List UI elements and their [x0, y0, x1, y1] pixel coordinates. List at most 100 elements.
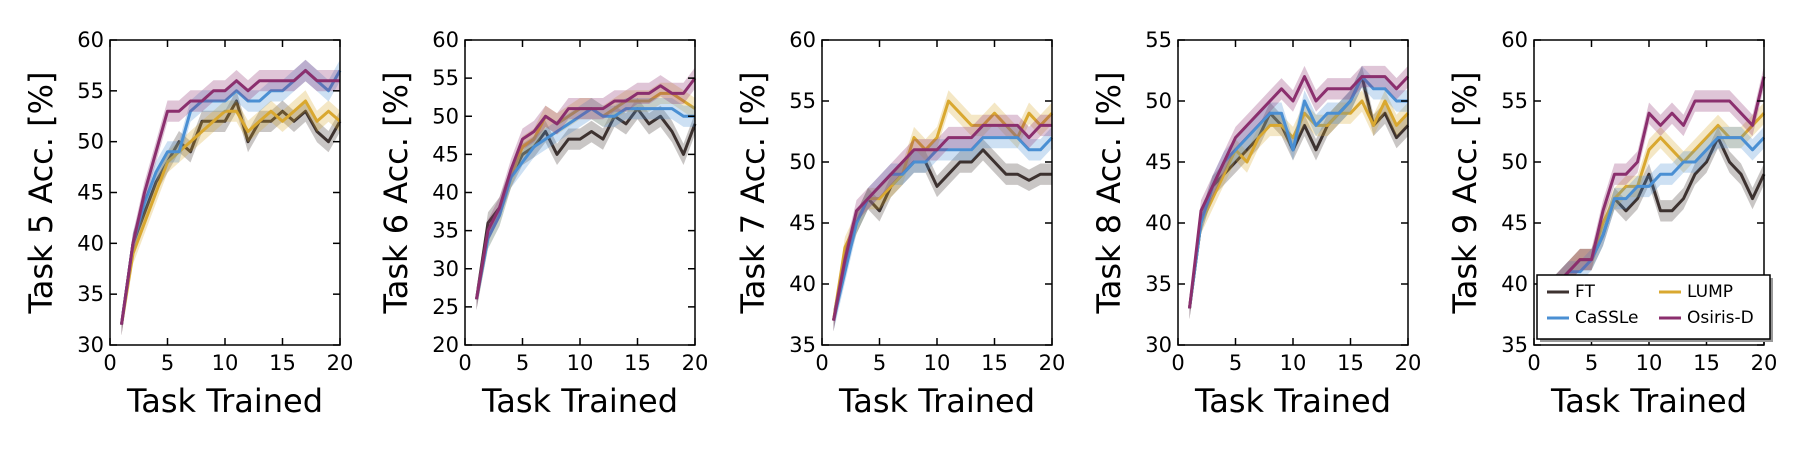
line-osiris-d: [832, 123, 1052, 321]
x-tick-label: 0: [103, 351, 116, 375]
chart-panel-3: 0 5 10 15 20 35 40 45 50 55 60 Task Trained Task 7 A…: [734, 28, 1065, 420]
y-tick-label: 55: [1501, 89, 1528, 113]
x-tick-label: 5: [161, 351, 174, 375]
x-tick-label: 15: [624, 351, 651, 375]
y-tick-label: 50: [77, 130, 104, 154]
legend-label-lump: LUMP: [1687, 282, 1733, 302]
series-cassle: [832, 126, 1054, 332]
band-osiris-d: [1189, 65, 1408, 320]
band-lump: [121, 90, 340, 336]
x-axis-title: Task Trained: [838, 382, 1035, 420]
y-tick-label: 50: [789, 150, 816, 174]
legend-label-cassle: CaSSLe: [1575, 308, 1639, 328]
x-axis-title: Task Trained: [126, 382, 323, 420]
y-axis-title: Task 7 Acc. [%]: [734, 72, 772, 315]
y-tick-label: 55: [1145, 28, 1172, 52]
chart-panel-4: 0 5 10 15 20 30 35 40 45 50 55 Task Trained Task 8 A…: [1090, 28, 1421, 420]
y-tick-label: 40: [789, 272, 816, 296]
band-cassle: [121, 59, 340, 336]
y-tick-label: 35: [789, 333, 816, 357]
y-tick-label: 40: [432, 181, 459, 205]
y-tick-label: 60: [1501, 28, 1528, 52]
y-tick-label: 40: [77, 231, 104, 255]
chart-panel-1: 0 5 10 15 20 30 35 40 45 50 55 60 Task Trained Task 5…: [22, 28, 353, 420]
band-ft: [833, 139, 1052, 332]
x-tick-label: 15: [269, 351, 296, 375]
line-osiris-d: [120, 69, 340, 325]
chart-panel-5: 0 5 10 15 20 35 40 45 50 55 60 Task Trained Task 9 A…: [1446, 28, 1777, 420]
x-axis-title: Task Trained: [481, 382, 678, 420]
band-cassle: [833, 126, 1052, 332]
y-tick-label: 35: [77, 282, 104, 306]
x-tick-label: 15: [1337, 351, 1364, 375]
band-osiris-d: [476, 67, 695, 310]
x-tick-label: 15: [1693, 351, 1720, 375]
band-cassle: [1189, 65, 1408, 320]
band-osiris-d: [121, 59, 340, 336]
y-tick-label: 60: [432, 28, 459, 52]
band-ft: [121, 90, 340, 336]
y-tick-label: 40: [1501, 272, 1528, 296]
y-tick-label: 60: [789, 28, 816, 52]
y-tick-label: 50: [432, 104, 459, 128]
series-osiris-d: [1188, 65, 1410, 320]
x-axis-title: Task Trained: [1194, 382, 1391, 420]
x-tick-label: 10: [1636, 351, 1663, 375]
x-tick-label: 0: [1171, 351, 1184, 375]
series-ft: [120, 90, 342, 336]
legend-label-osiris-d: Osiris-D: [1687, 308, 1754, 328]
legend-label-ft: FT: [1575, 282, 1595, 302]
y-tick-label: 45: [77, 181, 104, 205]
y-tick-label: 45: [789, 211, 816, 235]
x-tick-label: 20: [1039, 351, 1066, 375]
y-tick-label: 60: [77, 28, 104, 52]
x-tick-label: 20: [1395, 351, 1422, 375]
legend: FT LUMP CaSSLe Osiris-D: [1536, 274, 1773, 342]
x-tick-label: 5: [873, 351, 886, 375]
band-ft: [476, 98, 695, 310]
line-osiris-d: [1544, 76, 1766, 298]
y-axis-title: Task 9 Acc. [%]: [1446, 72, 1484, 315]
y-axis-title: Task 6 Acc. [%]: [377, 72, 415, 315]
x-axis-title: Task Trained: [1550, 382, 1747, 420]
series-lump: [120, 90, 341, 336]
x-tick-label: 0: [1527, 351, 1540, 375]
x-tick-label: 0: [458, 351, 471, 375]
x-tick-label: 20: [682, 351, 709, 375]
y-tick-label: 30: [1145, 333, 1172, 357]
series-cassle: [1188, 65, 1408, 320]
x-tick-label: 10: [567, 351, 594, 375]
x-tick-label: 5: [516, 351, 529, 375]
series-cassle: [1544, 126, 1766, 307]
x-tick-label: 10: [1280, 351, 1307, 375]
y-tick-label: 50: [1145, 89, 1172, 113]
y-axis-title: Task 5 Acc. [%]: [22, 72, 60, 315]
band-lump: [1189, 90, 1408, 320]
x-tick-label: 20: [1751, 351, 1778, 375]
series-cassle: [475, 98, 695, 310]
y-tick-label: 30: [432, 257, 459, 281]
series-osiris-d: [475, 67, 697, 310]
line-lump: [120, 99, 341, 325]
y-tick-label: 55: [432, 66, 459, 90]
line-cassle: [1544, 136, 1766, 298]
line-osiris-d: [1188, 75, 1410, 309]
y-tick-label: 45: [1145, 150, 1172, 174]
y-tick-label: 30: [77, 333, 104, 357]
line-ft: [832, 148, 1052, 321]
y-tick-label: 50: [1501, 150, 1528, 174]
x-tick-label: 15: [981, 351, 1008, 375]
y-tick-label: 20: [432, 333, 459, 357]
y-tick-label: 45: [432, 142, 459, 166]
line-osiris-d: [475, 77, 697, 300]
series-osiris-d: [832, 114, 1052, 332]
y-tick-label: 25: [432, 295, 459, 319]
y-tick-label: 35: [1145, 272, 1172, 296]
y-tick-label: 45: [1501, 211, 1528, 235]
y-tick-label: 35: [432, 219, 459, 243]
series-ft: [1188, 65, 1410, 320]
line-ft: [120, 99, 342, 325]
x-tick-label: 5: [1229, 351, 1242, 375]
band-cassle: [1545, 126, 1764, 307]
legend-box: [1536, 274, 1771, 340]
